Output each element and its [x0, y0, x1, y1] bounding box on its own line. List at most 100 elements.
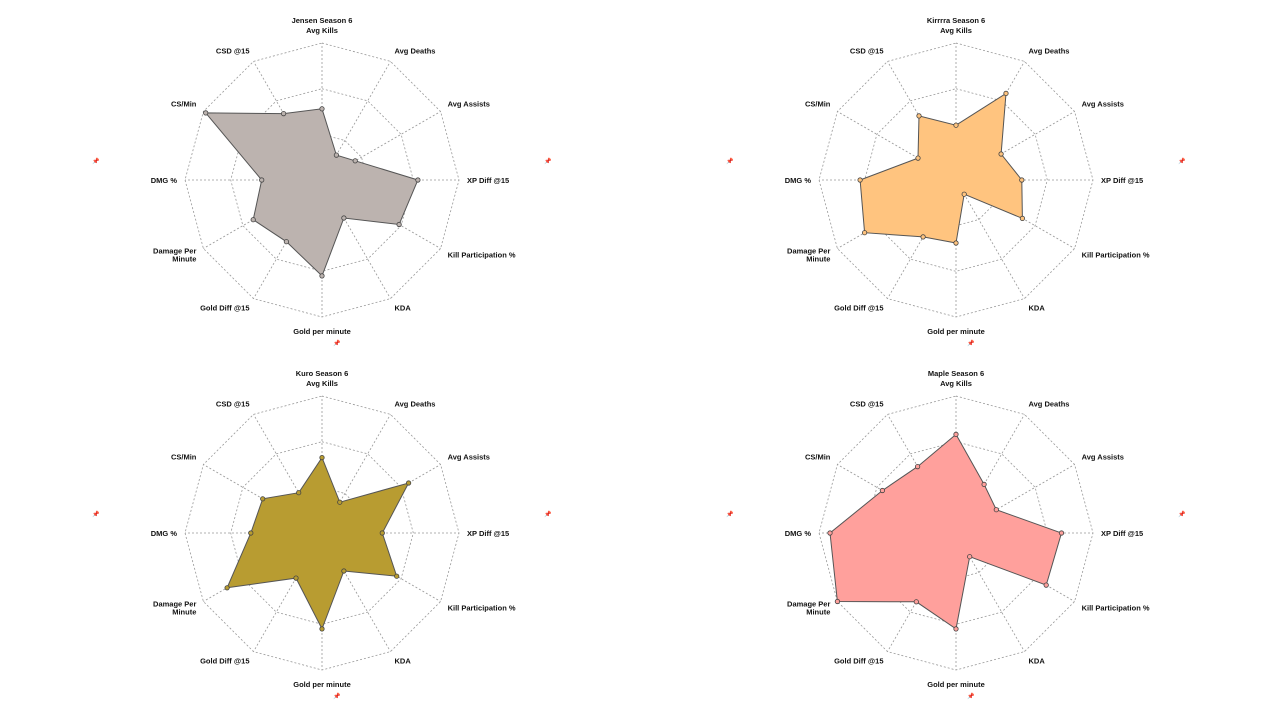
axis-label: KDA — [1029, 304, 1046, 313]
data-point — [280, 111, 287, 117]
axis-label: Avg Kills — [940, 379, 972, 388]
axis-label: Damage Per Minute — [153, 600, 196, 617]
data-point — [861, 230, 868, 236]
pin-icon: 📌 — [726, 510, 734, 518]
axis-label: Gold Diff @15 — [834, 657, 883, 666]
series-area — [829, 433, 1063, 630]
data-point — [319, 273, 325, 279]
pin-icon: 📌 — [544, 157, 552, 165]
axis-label: XP Diff @15 — [467, 176, 509, 185]
data-point — [953, 122, 959, 128]
axis-label: Avg Assists — [448, 100, 490, 109]
pin-icon: 📌 — [967, 692, 975, 700]
data-point — [319, 106, 325, 112]
grid-spoke — [321, 532, 391, 652]
data-point — [1043, 582, 1049, 588]
data-point — [394, 573, 400, 579]
grid-spoke — [321, 111, 441, 181]
data-point — [293, 575, 299, 581]
pin-icon: 📌 — [544, 510, 552, 518]
data-point — [1003, 90, 1009, 97]
axis-label: Kill Participation % — [1082, 604, 1150, 613]
chart-title: Kuro Season 6 — [296, 369, 349, 378]
pin-icon: 📌 — [333, 339, 341, 347]
axis-label: DMG % — [151, 529, 178, 538]
axis-label: Avg Deaths — [1029, 46, 1070, 55]
data-point — [352, 158, 358, 164]
data-point — [879, 487, 886, 494]
axis-label: Gold Diff @15 — [834, 304, 883, 313]
axis-label: Kill Participation % — [448, 251, 516, 260]
axis-label: Avg Assists — [1082, 100, 1124, 109]
data-point — [341, 215, 347, 221]
radar-chart-3: Avg Kills Avg Deaths Avg Assists XP Diff @1… — [92, 369, 552, 700]
data-point — [396, 221, 402, 228]
data-point — [283, 239, 289, 245]
data-point — [857, 177, 863, 183]
axis-label: Avg Kills — [940, 26, 972, 35]
data-point — [916, 113, 922, 119]
grid-spoke — [955, 464, 1075, 534]
axis-label: KDA — [395, 657, 412, 666]
grid-ring — [864, 441, 1048, 625]
chart-title: Maple Season 6 — [928, 369, 984, 378]
data-point — [920, 234, 926, 240]
axis-label: Damage Per Minute — [787, 247, 830, 264]
grid-spoke — [253, 414, 323, 534]
data-point — [405, 480, 412, 486]
axis-label: CSD @15 — [850, 399, 884, 408]
data-point — [296, 490, 302, 496]
data-point — [1019, 215, 1026, 221]
axis-label: Gold Diff @15 — [200, 304, 249, 313]
data-point — [827, 530, 833, 536]
axis-label: DMG % — [785, 529, 812, 538]
data-point — [1058, 530, 1065, 536]
grid-ring — [864, 88, 1048, 272]
chart-title: Jensen Season 6 — [292, 16, 353, 25]
pin-icon: 📌 — [967, 339, 975, 347]
grid-spoke — [955, 111, 1075, 181]
series-area — [204, 108, 419, 277]
pin-icon: 📌 — [1178, 157, 1186, 165]
axis-label: CSD @15 — [850, 46, 884, 55]
data-point — [834, 598, 841, 605]
data-point — [953, 626, 959, 632]
data-point — [259, 177, 265, 183]
axis-label: Gold per minute — [293, 680, 351, 689]
axis-label: KDA — [1029, 657, 1046, 666]
grid-spoke — [321, 61, 391, 181]
axis-label: Gold Diff @15 — [200, 657, 249, 666]
grid-spoke — [955, 179, 1025, 299]
series-area — [859, 92, 1023, 244]
axis-label: XP Diff @15 — [467, 529, 509, 538]
data-point — [333, 152, 339, 158]
data-point — [953, 240, 959, 246]
axis-label: KDA — [395, 304, 412, 313]
data-point — [250, 217, 256, 223]
axis-label: CS/Min — [805, 453, 831, 462]
axis-label: Kill Participation % — [1082, 251, 1150, 260]
radar-chart-1: Avg Kills Avg Deaths Avg Assists XP Diff @1… — [92, 16, 552, 347]
data-point — [993, 507, 999, 513]
chart-title: Kirrrra Season 6 — [927, 16, 985, 25]
axis-label: Avg Kills — [306, 26, 338, 35]
radar-chart-2: Avg Kills Avg Deaths Avg Assists XP Diff @1… — [726, 16, 1186, 347]
axis-label: Avg Assists — [448, 453, 490, 462]
data-point — [415, 177, 421, 183]
grid-ring — [230, 441, 414, 625]
axis-label: Kill Participation % — [448, 604, 516, 613]
data-point — [248, 530, 254, 536]
axis-label: CS/Min — [805, 100, 831, 109]
data-point — [203, 110, 209, 116]
axis-label: Avg Deaths — [1029, 399, 1070, 408]
data-point — [967, 554, 973, 560]
data-point — [981, 481, 987, 487]
pin-icon: 📌 — [1178, 510, 1186, 518]
grid-spoke — [955, 414, 1025, 534]
axis-label: Damage Per Minute — [153, 247, 196, 264]
data-point — [337, 499, 343, 505]
data-point — [319, 454, 325, 461]
radar-chart-4: Avg Kills Avg Deaths Avg Assists XP Diff @1… — [726, 369, 1186, 700]
data-point — [961, 191, 967, 197]
